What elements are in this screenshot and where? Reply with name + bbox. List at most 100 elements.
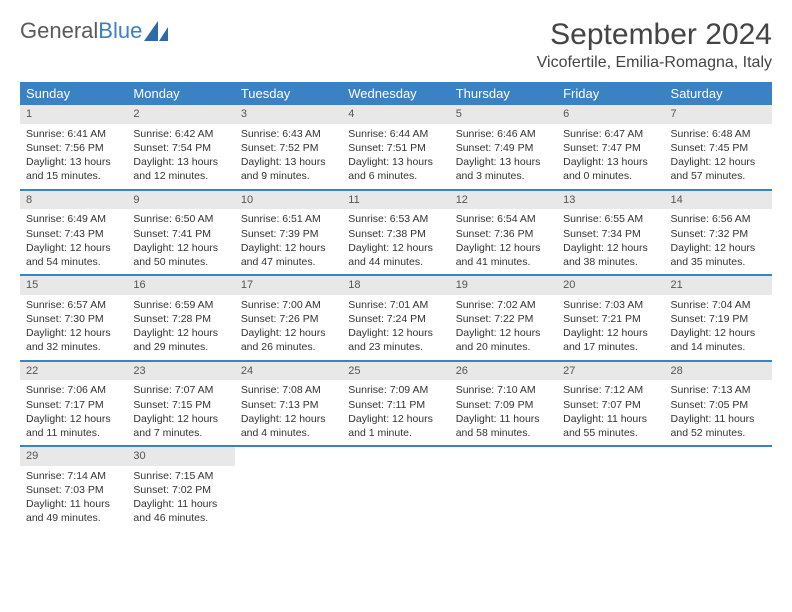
cell-body: Sunrise: 6:48 AMSunset: 7:45 PMDaylight:…: [665, 124, 772, 189]
calendar-cell: 7Sunrise: 6:48 AMSunset: 7:45 PMDaylight…: [665, 105, 772, 189]
cell-body: Sunrise: 7:14 AMSunset: 7:03 PMDaylight:…: [20, 466, 127, 531]
logo-text-blue: Blue: [98, 18, 142, 44]
cell-body: Sunrise: 6:59 AMSunset: 7:28 PMDaylight:…: [127, 295, 234, 360]
day-header-row: SundayMondayTuesdayWednesdayThursdayFrid…: [20, 82, 772, 105]
header: GeneralBlue September 2024 Vicofertile, …: [20, 18, 772, 72]
calendar-cell: 3Sunrise: 6:43 AMSunset: 7:52 PMDaylight…: [235, 105, 342, 189]
date-number: 17: [235, 276, 342, 295]
calendar-cell: 17Sunrise: 7:00 AMSunset: 7:26 PMDayligh…: [235, 276, 342, 360]
cell-body: Sunrise: 6:42 AMSunset: 7:54 PMDaylight:…: [127, 124, 234, 189]
logo: GeneralBlue: [20, 18, 170, 44]
logo-text-general: General: [20, 18, 98, 44]
cell-body: Sunrise: 7:15 AMSunset: 7:02 PMDaylight:…: [127, 466, 234, 531]
calendar-cell: [450, 447, 557, 531]
date-number: 20: [557, 276, 664, 295]
cell-body: Sunrise: 7:00 AMSunset: 7:26 PMDaylight:…: [235, 295, 342, 360]
calendar-cell: 16Sunrise: 6:59 AMSunset: 7:28 PMDayligh…: [127, 276, 234, 360]
date-number: 25: [342, 362, 449, 381]
location: Vicofertile, Emilia-Romagna, Italy: [537, 54, 772, 72]
calendar-cell: [342, 447, 449, 531]
calendar-cell: 23Sunrise: 7:07 AMSunset: 7:15 PMDayligh…: [127, 362, 234, 446]
cell-body: Sunrise: 6:53 AMSunset: 7:38 PMDaylight:…: [342, 209, 449, 274]
calendar-cell: 29Sunrise: 7:14 AMSunset: 7:03 PMDayligh…: [20, 447, 127, 531]
cell-body: Sunrise: 7:01 AMSunset: 7:24 PMDaylight:…: [342, 295, 449, 360]
calendar-cell: 13Sunrise: 6:55 AMSunset: 7:34 PMDayligh…: [557, 191, 664, 275]
cell-body: Sunrise: 6:49 AMSunset: 7:43 PMDaylight:…: [20, 209, 127, 274]
calendar-cell: 20Sunrise: 7:03 AMSunset: 7:21 PMDayligh…: [557, 276, 664, 360]
calendar-cell: 9Sunrise: 6:50 AMSunset: 7:41 PMDaylight…: [127, 191, 234, 275]
calendar-cell: 2Sunrise: 6:42 AMSunset: 7:54 PMDaylight…: [127, 105, 234, 189]
cell-body: Sunrise: 6:43 AMSunset: 7:52 PMDaylight:…: [235, 124, 342, 189]
date-number: 3: [235, 105, 342, 124]
logo-sail-icon: [144, 21, 170, 41]
date-number: 23: [127, 362, 234, 381]
date-number: 16: [127, 276, 234, 295]
cell-body: Sunrise: 7:02 AMSunset: 7:22 PMDaylight:…: [450, 295, 557, 360]
date-number: 18: [342, 276, 449, 295]
cell-body: Sunrise: 7:08 AMSunset: 7:13 PMDaylight:…: [235, 380, 342, 445]
calendar-cell: 5Sunrise: 6:46 AMSunset: 7:49 PMDaylight…: [450, 105, 557, 189]
month-title: September 2024: [537, 18, 772, 52]
week-row: 22Sunrise: 7:06 AMSunset: 7:17 PMDayligh…: [20, 362, 772, 448]
date-number: 1: [20, 105, 127, 124]
date-number: 15: [20, 276, 127, 295]
calendar-cell: 22Sunrise: 7:06 AMSunset: 7:17 PMDayligh…: [20, 362, 127, 446]
date-number: 14: [665, 191, 772, 210]
calendar-cell: 4Sunrise: 6:44 AMSunset: 7:51 PMDaylight…: [342, 105, 449, 189]
date-number: 5: [450, 105, 557, 124]
date-number: 24: [235, 362, 342, 381]
cell-body: Sunrise: 6:55 AMSunset: 7:34 PMDaylight:…: [557, 209, 664, 274]
date-number: 28: [665, 362, 772, 381]
cell-body: Sunrise: 6:44 AMSunset: 7:51 PMDaylight:…: [342, 124, 449, 189]
date-number: 12: [450, 191, 557, 210]
calendar-cell: 18Sunrise: 7:01 AMSunset: 7:24 PMDayligh…: [342, 276, 449, 360]
week-row: 8Sunrise: 6:49 AMSunset: 7:43 PMDaylight…: [20, 191, 772, 277]
date-number: 8: [20, 191, 127, 210]
date-number: 27: [557, 362, 664, 381]
date-number: 13: [557, 191, 664, 210]
cell-body: Sunrise: 7:13 AMSunset: 7:05 PMDaylight:…: [665, 380, 772, 445]
cell-body: Sunrise: 6:46 AMSunset: 7:49 PMDaylight:…: [450, 124, 557, 189]
calendar: SundayMondayTuesdayWednesdayThursdayFrid…: [20, 82, 772, 531]
day-header-cell: Sunday: [20, 82, 127, 105]
calendar-cell: 19Sunrise: 7:02 AMSunset: 7:22 PMDayligh…: [450, 276, 557, 360]
calendar-cell: 14Sunrise: 6:56 AMSunset: 7:32 PMDayligh…: [665, 191, 772, 275]
week-row: 15Sunrise: 6:57 AMSunset: 7:30 PMDayligh…: [20, 276, 772, 362]
calendar-cell: 21Sunrise: 7:04 AMSunset: 7:19 PMDayligh…: [665, 276, 772, 360]
cell-body: Sunrise: 6:57 AMSunset: 7:30 PMDaylight:…: [20, 295, 127, 360]
cell-body: Sunrise: 6:50 AMSunset: 7:41 PMDaylight:…: [127, 209, 234, 274]
date-number: 11: [342, 191, 449, 210]
cell-body: Sunrise: 6:41 AMSunset: 7:56 PMDaylight:…: [20, 124, 127, 189]
calendar-cell: [235, 447, 342, 531]
date-number: 9: [127, 191, 234, 210]
cell-body: Sunrise: 7:06 AMSunset: 7:17 PMDaylight:…: [20, 380, 127, 445]
day-header-cell: Wednesday: [342, 82, 449, 105]
cell-body: Sunrise: 7:04 AMSunset: 7:19 PMDaylight:…: [665, 295, 772, 360]
date-number: 2: [127, 105, 234, 124]
cell-body: Sunrise: 7:07 AMSunset: 7:15 PMDaylight:…: [127, 380, 234, 445]
calendar-cell: 24Sunrise: 7:08 AMSunset: 7:13 PMDayligh…: [235, 362, 342, 446]
date-number: 29: [20, 447, 127, 466]
date-number: 30: [127, 447, 234, 466]
cell-body: Sunrise: 7:09 AMSunset: 7:11 PMDaylight:…: [342, 380, 449, 445]
calendar-cell: 1Sunrise: 6:41 AMSunset: 7:56 PMDaylight…: [20, 105, 127, 189]
day-header-cell: Saturday: [665, 82, 772, 105]
calendar-cell: 27Sunrise: 7:12 AMSunset: 7:07 PMDayligh…: [557, 362, 664, 446]
calendar-cell: 15Sunrise: 6:57 AMSunset: 7:30 PMDayligh…: [20, 276, 127, 360]
calendar-cell: [665, 447, 772, 531]
cell-body: Sunrise: 7:12 AMSunset: 7:07 PMDaylight:…: [557, 380, 664, 445]
calendar-cell: 12Sunrise: 6:54 AMSunset: 7:36 PMDayligh…: [450, 191, 557, 275]
date-number: 4: [342, 105, 449, 124]
calendar-cell: 28Sunrise: 7:13 AMSunset: 7:05 PMDayligh…: [665, 362, 772, 446]
calendar-cell: 8Sunrise: 6:49 AMSunset: 7:43 PMDaylight…: [20, 191, 127, 275]
date-number: 7: [665, 105, 772, 124]
date-number: 21: [665, 276, 772, 295]
date-number: 26: [450, 362, 557, 381]
cell-body: Sunrise: 7:03 AMSunset: 7:21 PMDaylight:…: [557, 295, 664, 360]
title-block: September 2024 Vicofertile, Emilia-Romag…: [537, 18, 772, 72]
cell-body: Sunrise: 6:54 AMSunset: 7:36 PMDaylight:…: [450, 209, 557, 274]
date-number: 19: [450, 276, 557, 295]
cell-body: Sunrise: 6:56 AMSunset: 7:32 PMDaylight:…: [665, 209, 772, 274]
cell-body: Sunrise: 6:47 AMSunset: 7:47 PMDaylight:…: [557, 124, 664, 189]
date-number: 6: [557, 105, 664, 124]
